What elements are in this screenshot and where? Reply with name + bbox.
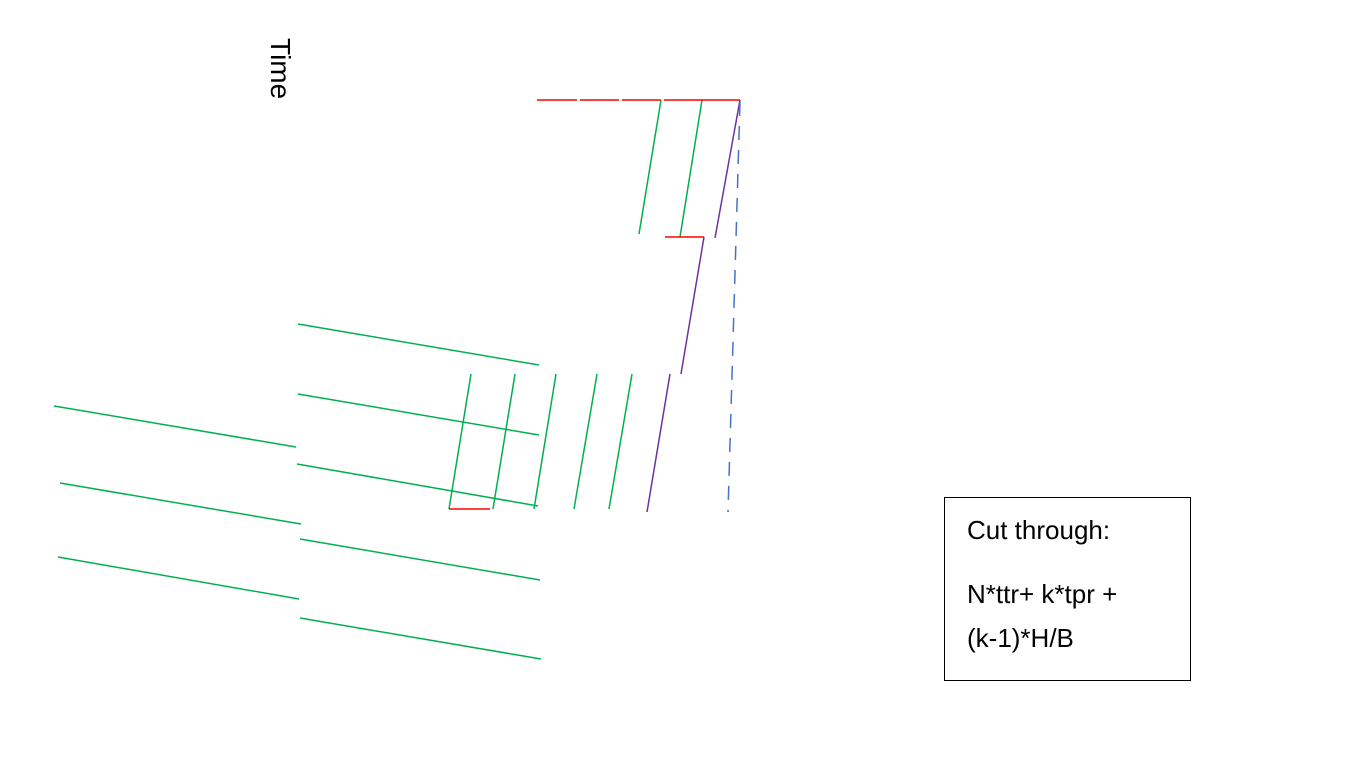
green-line [533,373,557,510]
green-line [297,323,540,366]
blue-dashed-line [727,101,741,513]
purple-line [714,99,741,239]
green-line [57,556,300,600]
formula-text: N*ttr+ k*tpr + (k-1)*H/B [967,572,1190,660]
green-line [448,373,472,510]
cut-through-formula-box: Cut through: N*ttr+ k*tpr + (k-1)*H/B [944,497,1191,681]
formula-line-2: (k-1)*H/B [967,623,1074,653]
green-line [492,373,516,510]
green-line [299,538,541,581]
green-line [573,373,598,510]
green-line [53,405,297,448]
purple-line [646,373,671,513]
time-axis-label: Time [265,38,296,100]
formula-heading: Cut through: [967,515,1111,545]
green-line [638,99,662,235]
green-line [297,393,540,436]
green-line [679,99,703,238]
green-line [296,463,539,507]
green-line [608,373,633,510]
formula-line-1: N*ttr+ k*tpr + [967,579,1118,609]
green-line [59,482,302,525]
purple-line [680,236,705,375]
green-line [299,617,542,660]
